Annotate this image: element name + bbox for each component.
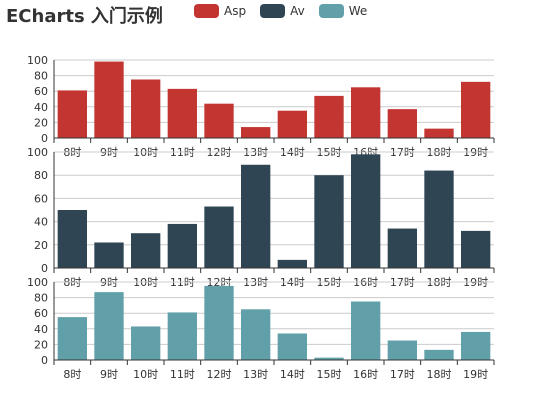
bar-we-10	[424, 349, 454, 360]
legend-swatch-av	[260, 4, 286, 18]
bar-asp-0	[57, 90, 87, 138]
y-tick-label: 60	[34, 192, 48, 205]
x-tick-label: 10时	[133, 368, 158, 381]
bar-av-1	[94, 242, 124, 268]
bar-av-8	[351, 154, 381, 268]
y-tick-label: 0	[41, 132, 48, 145]
bar-av-9	[387, 228, 417, 268]
bar-asp-4	[204, 103, 234, 138]
bar-asp-7	[314, 95, 344, 138]
y-tick-label: 60	[34, 85, 48, 98]
y-tick-label: 80	[34, 292, 48, 305]
x-tick-label: 17时	[390, 368, 415, 381]
y-tick-label: 40	[34, 323, 48, 336]
x-tick-label: 11时	[170, 368, 195, 381]
y-tick-label: 20	[34, 239, 48, 252]
bar-we-1	[94, 292, 124, 360]
bar-av-3	[167, 223, 197, 268]
legend-item-av[interactable]: Av	[260, 4, 305, 18]
y-tick-label: 0	[41, 354, 48, 367]
bar-asp-8	[351, 87, 381, 138]
bar-we-2	[131, 326, 161, 360]
chart-title: ECharts 入门示例	[6, 6, 163, 27]
y-tick-label: 20	[34, 338, 48, 351]
y-tick-label: 40	[34, 216, 48, 229]
legend: Asp Av We	[194, 4, 381, 18]
y-tick-label: 100	[27, 276, 48, 289]
bar-asp-9	[387, 109, 417, 138]
bar-we-9	[387, 340, 417, 360]
bar-av-0	[57, 210, 87, 268]
legend-label-we: We	[348, 4, 368, 18]
bar-we-0	[57, 317, 87, 360]
bar-asp-5	[241, 127, 271, 138]
legend-label-asp: Asp	[224, 4, 247, 18]
y-tick-label: 0	[41, 262, 48, 275]
x-tick-label: 18时	[427, 368, 452, 381]
bar-asp-2	[131, 79, 161, 138]
x-tick-label: 14时	[280, 368, 305, 381]
bar-asp-6	[277, 110, 307, 138]
bar-we-8	[351, 301, 381, 360]
bar-av-5	[241, 164, 271, 268]
bar-we-4	[204, 285, 234, 360]
bar-av-2	[131, 233, 161, 268]
x-tick-label: 19时	[463, 368, 488, 381]
y-tick-label: 40	[34, 101, 48, 114]
bar-asp-11	[461, 81, 491, 138]
bar-av-7	[314, 175, 344, 268]
x-tick-label: 15时	[317, 368, 342, 381]
bar-asp-10	[424, 128, 454, 138]
y-tick-label: 80	[34, 70, 48, 83]
bar-asp-3	[167, 88, 197, 138]
legend-item-we[interactable]: We	[318, 4, 368, 18]
y-tick-label: 100	[27, 54, 48, 67]
bar-av-10	[424, 170, 454, 268]
bar-we-3	[167, 312, 197, 360]
bar-we-11	[461, 331, 491, 360]
y-tick-label: 60	[34, 307, 48, 320]
x-tick-label: 9时	[100, 368, 118, 381]
y-tick-label: 80	[34, 169, 48, 182]
bar-av-6	[277, 259, 307, 268]
y-tick-label: 100	[27, 146, 48, 159]
x-tick-label: 13时	[243, 368, 268, 381]
bar-we-5	[241, 309, 271, 360]
legend-swatch-we	[318, 4, 344, 18]
bar-asp-1	[94, 61, 124, 139]
x-tick-label: 8时	[63, 368, 81, 381]
x-tick-label: 12时	[207, 368, 232, 381]
y-tick-label: 20	[34, 116, 48, 129]
bar-av-4	[204, 206, 234, 268]
legend-label-av: Av	[290, 4, 305, 18]
legend-swatch-asp	[194, 4, 219, 18]
legend-item-asp[interactable]: Asp	[194, 4, 246, 18]
bar-we-6	[277, 333, 307, 360]
bar-av-11	[461, 230, 491, 268]
bar-we-7	[314, 357, 344, 360]
x-tick-label: 16时	[353, 368, 378, 381]
